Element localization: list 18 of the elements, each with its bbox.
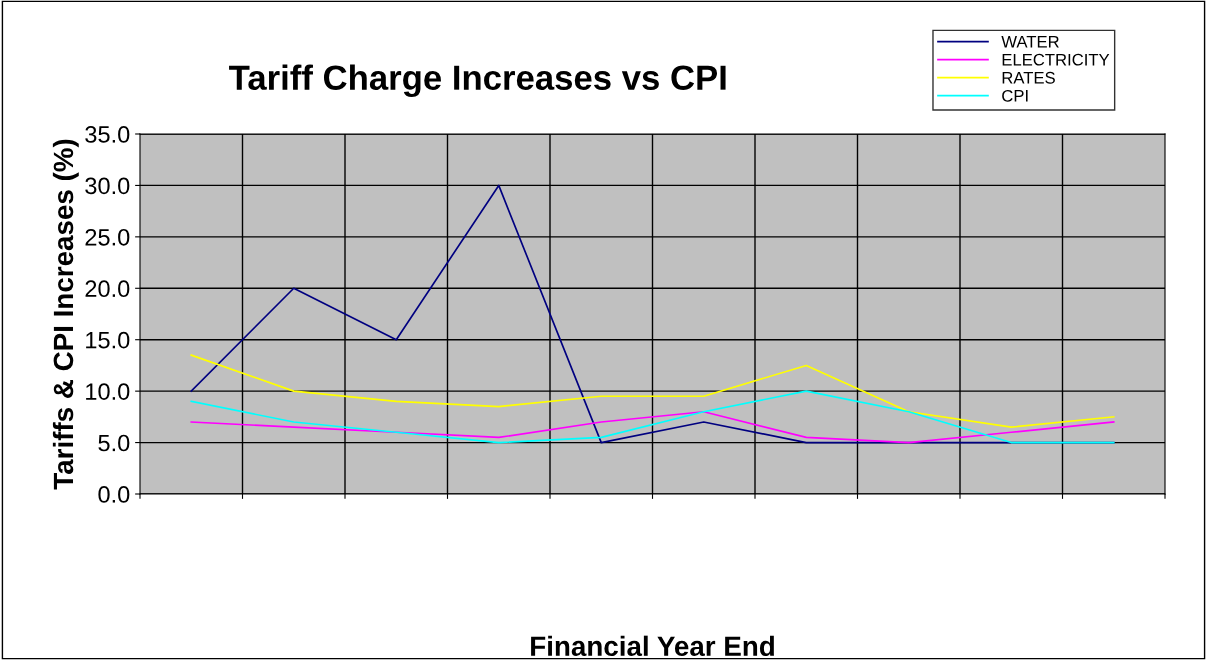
y-tick-label: 35.0	[85, 126, 130, 143]
line-series	[190, 410, 1115, 444]
line-series	[190, 354, 1115, 428]
legend-label: WATER	[1001, 35, 1059, 48]
y-tick-label: 10.0	[86, 383, 130, 400]
legend-label: CPI	[1002, 89, 1028, 102]
y-axis-title: Tariffs & CPI Increases (%)	[52, 139, 79, 490]
y-tick-label: 25.0	[85, 228, 130, 246]
line-series	[190, 390, 1115, 444]
y-tick-label: 5.0	[98, 434, 130, 452]
chart-title: Tariff Charge Increases vs CPI	[229, 64, 726, 98]
legend-label: RATES	[1002, 71, 1055, 84]
y-tick-label: 15.0	[86, 331, 130, 349]
y-tick-label: 0.0	[98, 486, 130, 503]
legend-label: ELECTRICITY	[1002, 53, 1110, 66]
y-tick-label: 20.0	[85, 280, 130, 298]
x-axis-title: Financial Year End	[531, 635, 774, 657]
y-tick-label: 30.0	[85, 177, 130, 195]
